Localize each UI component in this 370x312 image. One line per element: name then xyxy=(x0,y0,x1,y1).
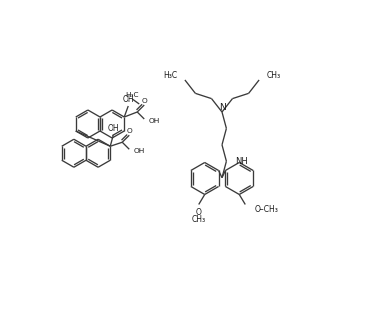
Text: OH: OH xyxy=(133,148,145,154)
Text: O–CH₃: O–CH₃ xyxy=(254,205,278,214)
Text: OH: OH xyxy=(122,95,134,104)
Text: O: O xyxy=(127,128,132,134)
Text: H₃C: H₃C xyxy=(125,92,139,98)
Text: H₃C: H₃C xyxy=(163,71,177,80)
Text: O: O xyxy=(196,208,202,217)
Text: CH₃: CH₃ xyxy=(192,215,206,224)
Text: OH: OH xyxy=(148,118,159,124)
Text: CH₃: CH₃ xyxy=(267,71,281,80)
Text: NH: NH xyxy=(235,157,248,166)
Text: O: O xyxy=(141,98,147,104)
Text: N: N xyxy=(219,103,225,111)
Text: OH: OH xyxy=(107,124,119,133)
